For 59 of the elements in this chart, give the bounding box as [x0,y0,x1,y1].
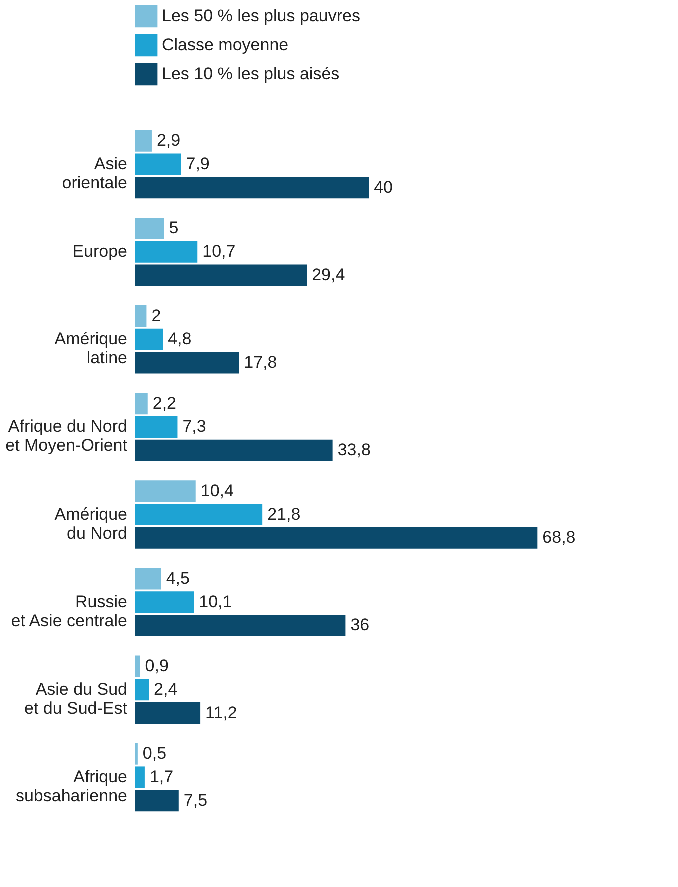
y-tick-label: Europe [72,242,128,262]
data-label: 21,8 [268,504,301,524]
y-tick-label: Afrique subsaharienne [16,767,128,806]
bar [135,743,138,765]
data-label: 0,5 [142,744,167,764]
data-label: 36 [350,616,370,635]
data-label: 7,9 [186,154,210,174]
bar [135,656,140,678]
bar [135,790,179,812]
data-label: 1,7 [150,767,174,786]
bar [135,241,198,263]
bar [135,328,164,350]
data-label: 33,8 [338,440,371,460]
data-label: 5 [169,218,179,238]
data-label: 4,8 [168,330,192,349]
data-label: 7,5 [184,790,208,810]
bar [135,218,164,240]
bar [135,393,148,415]
bar [135,766,145,788]
bar [135,702,201,724]
data-label: 0,9 [145,656,169,676]
bar [135,264,308,286]
y-tick-label: Asie orientale [62,154,128,193]
data-label: 11,2 [206,703,238,722]
data-label: 10,1 [199,592,232,612]
bar [135,614,346,636]
y-tick-label: Asie du Sud et du Sud-Est [24,680,128,718]
data-label: 7,3 [182,417,206,436]
bar [135,352,240,374]
bar [135,592,194,614]
y-tick-label: Amérique du Nord [54,504,128,543]
bar [135,480,196,502]
data-label: 68,8 [542,528,576,548]
bar [135,527,538,549]
y-tick-label: Russie et Asie centrale [11,592,128,630]
data-label: 2,2 [152,394,177,413]
data-label: 4,5 [166,568,190,588]
data-label: 17,8 [244,353,278,372]
bar [135,130,152,152]
bar [135,679,150,701]
data-label: 2 [152,306,162,326]
legend-label: Les 10 % les plus aisés [162,64,340,84]
data-label: 10,4 [200,481,234,500]
bar [135,154,182,176]
data-label: 2,4 [154,680,178,699]
data-label: 2,9 [156,131,181,150]
legend-label: Classe moyenne [162,36,289,54]
bar [135,440,333,462]
bar [135,306,147,328]
y-tick-label: Afrique du Nord et Moyen-Orient [6,417,128,456]
data-label: 10,7 [202,242,236,262]
data-label: 40 [374,178,394,197]
legend-label: Les 50 % les plus pauvres [162,6,360,26]
bar [135,177,370,199]
data-label: 29,4 [312,265,346,284]
bar [135,504,263,526]
bar [135,416,178,438]
y-tick-label: Amérique latine [54,330,128,368]
bar [135,568,162,590]
